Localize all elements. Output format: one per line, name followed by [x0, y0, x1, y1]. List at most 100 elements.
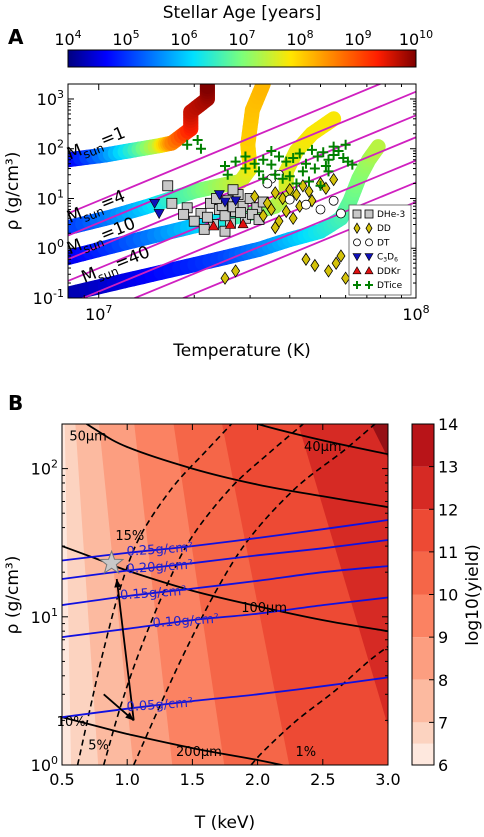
panel-b-axes: 0.5 1.0 1.5 2.0 2.5 3.0 100 101 102	[31, 423, 401, 789]
data-point	[288, 211, 298, 226]
panel-b-xlabel: T (keV)	[194, 813, 255, 833]
data-point	[284, 171, 295, 182]
data-point	[341, 271, 351, 285]
y-tick-label: 102	[31, 458, 58, 479]
data-point	[227, 184, 239, 196]
data-point	[222, 169, 233, 180]
data-point	[270, 169, 281, 180]
data-point	[166, 197, 178, 209]
colorbar-tick-label: 106	[170, 28, 197, 49]
legend-marker	[365, 281, 373, 289]
legend-marker	[365, 222, 373, 234]
data-point	[281, 204, 291, 219]
trajectory-arrow-head	[125, 712, 134, 721]
data-point	[258, 154, 269, 165]
legend-box	[348, 204, 412, 296]
y-tick-label: 101	[31, 606, 58, 627]
data-point	[178, 208, 189, 220]
data-point	[291, 187, 301, 202]
data-point	[309, 163, 320, 174]
colorbar-band	[412, 743, 434, 765]
legend-marker	[353, 281, 361, 289]
radius-contour-line	[85, 424, 388, 508]
colorbar-tick-label: 10	[438, 586, 458, 605]
isodensity-line	[80, 159, 416, 298]
fraction-annotation: 10%	[57, 715, 86, 730]
data-point	[336, 208, 346, 219]
legend-marker	[353, 222, 361, 234]
yield-bands	[62, 424, 388, 765]
yield-colorbar: 6 7 8 9 10 11 12 13 14	[411, 415, 458, 775]
data-point	[153, 209, 165, 220]
series-C3D6	[149, 190, 242, 220]
data-point	[315, 204, 326, 215]
yield-band	[62, 424, 99, 765]
y-tick-label: 100	[37, 237, 64, 258]
data-point	[149, 199, 161, 209]
fraction-contour-label: 1%	[296, 745, 317, 760]
data-point	[182, 139, 193, 150]
data-point	[324, 264, 334, 278]
data-point	[294, 148, 305, 159]
colorbar-tick-label: 104	[54, 28, 81, 49]
x-tick-label: 107	[85, 303, 112, 324]
track-segment	[253, 84, 271, 96]
data-point	[304, 184, 314, 198]
fraction-contour-label: 15%	[115, 529, 144, 544]
data-point	[213, 190, 225, 201]
radius-contour-label: 50μm	[69, 429, 106, 444]
data-point	[192, 134, 203, 145]
legend-marker	[352, 266, 362, 275]
legend-entry: DTice	[353, 281, 403, 291]
colorbar-band	[412, 466, 434, 510]
panel-a-ylabel: ρ (g/cm³)	[3, 152, 23, 231]
legend-marker	[353, 238, 361, 247]
y-tick-label: 10-1	[33, 287, 64, 308]
data-point	[224, 218, 236, 229]
colorbar-band	[412, 722, 434, 744]
data-point	[235, 207, 247, 219]
radius-contour-line	[62, 716, 286, 765]
colorbar-tick-label: 6	[438, 756, 448, 775]
trajectory-arrow-line	[115, 578, 135, 721]
data-point	[219, 210, 231, 222]
legend-label: DDKr	[377, 267, 401, 277]
data-point	[266, 146, 277, 157]
data-point	[329, 172, 339, 187]
legend-marker	[352, 209, 362, 219]
trajectory-arrow-head	[114, 578, 122, 588]
data-point	[188, 215, 200, 227]
track-segment	[369, 139, 386, 157]
panel-a-axes: 10-1 100 101 102 103 107 108	[33, 83, 430, 324]
legend-label: DHe-3	[377, 210, 405, 220]
panel-b-ylabel: ρ (g/cm³)	[3, 556, 23, 635]
colorbar-tick-label: 1010	[399, 28, 433, 49]
data-point	[347, 159, 358, 170]
data-point	[284, 194, 295, 205]
data-point	[266, 202, 276, 217]
data-point	[201, 211, 213, 223]
legend-entry: C3D6	[352, 253, 398, 264]
panel-b-frame	[61, 423, 389, 766]
series-DHe-3	[162, 180, 269, 237]
track-segment	[322, 111, 342, 129]
isodensity-line	[68, 114, 416, 261]
data-point	[328, 141, 339, 152]
data-point	[240, 163, 251, 174]
colorbar-band	[412, 637, 434, 680]
areal-density-line	[62, 539, 388, 580]
data-point	[227, 201, 239, 213]
colorbar-tick-label: 105	[112, 28, 139, 49]
stellar-track-1	[68, 84, 215, 168]
x-tick-label: 1.0	[114, 770, 139, 789]
data-point	[198, 223, 210, 235]
radius-contour-label: 100μm	[241, 601, 287, 616]
x-tick-label: 0.5	[49, 770, 74, 789]
legend-marker	[352, 253, 362, 262]
data-point	[315, 180, 326, 191]
colorbar-band	[412, 594, 434, 638]
colorbar-tick-label: 14	[438, 415, 458, 434]
data-point	[306, 144, 317, 155]
data-point	[318, 147, 329, 158]
